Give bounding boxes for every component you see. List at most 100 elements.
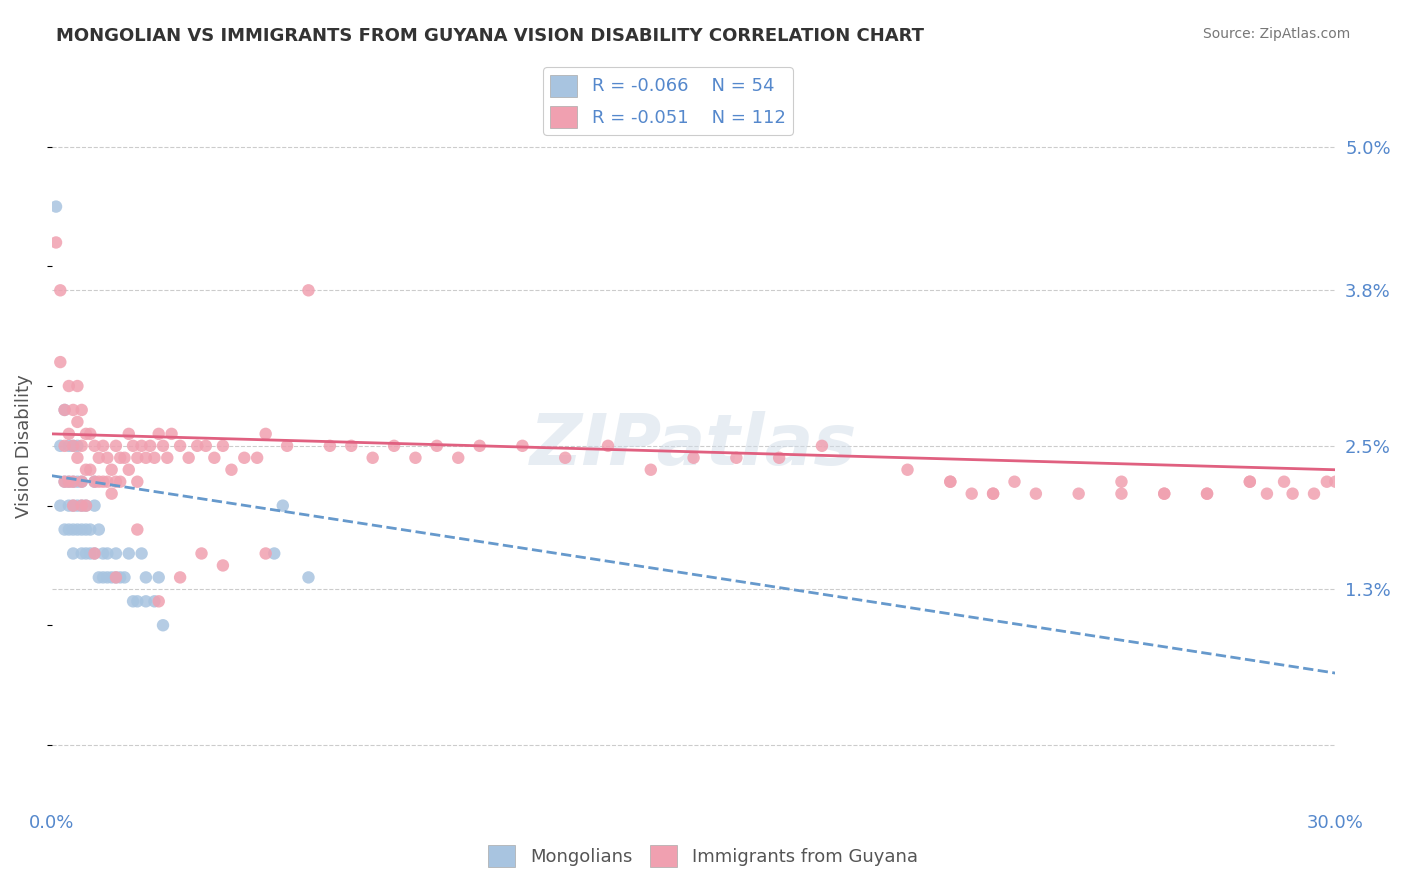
Point (1067, 486, 1090, 500)
Point (62, 439, 84, 453)
Point (254, 426, 277, 441)
Point (202, 450, 225, 465)
Point (554, 450, 576, 465)
Point (75, 546, 97, 560)
Point (811, 439, 834, 453)
Point (169, 570, 191, 584)
Point (1195, 486, 1218, 500)
Point (62, 403, 84, 417)
Point (169, 439, 191, 453)
Y-axis label: Vision Disability: Vision Disability (15, 374, 32, 517)
Point (212, 439, 235, 453)
Point (118, 463, 141, 477)
Point (160, 426, 183, 441)
Point (108, 450, 131, 465)
Point (148, 594, 170, 608)
Point (212, 558, 235, 573)
Point (246, 450, 269, 465)
Point (190, 546, 212, 560)
Point (66, 379, 89, 393)
Point (79, 426, 101, 441)
Point (135, 570, 157, 584)
Point (186, 439, 208, 453)
Point (66, 523, 89, 537)
Point (62, 523, 84, 537)
Point (1256, 486, 1278, 500)
Point (70, 499, 93, 513)
Point (382, 439, 405, 453)
Point (58, 426, 80, 441)
Point (91, 546, 114, 560)
Point (122, 594, 145, 608)
Point (62, 499, 84, 513)
Point (53, 403, 76, 417)
Point (58, 499, 80, 513)
Point (83, 475, 105, 489)
Point (148, 570, 170, 584)
Point (981, 486, 1004, 500)
Point (139, 439, 162, 453)
Point (194, 439, 217, 453)
Point (70, 403, 93, 417)
Point (96, 475, 118, 489)
Point (53, 475, 76, 489)
Text: MONGOLIAN VS IMMIGRANTS FROM GUYANA VISION DISABILITY CORRELATION CHART: MONGOLIAN VS IMMIGRANTS FROM GUYANA VISI… (56, 27, 924, 45)
Point (127, 450, 149, 465)
Point (58, 439, 80, 453)
Point (1153, 486, 1175, 500)
Point (725, 450, 748, 465)
Point (70, 475, 93, 489)
Point (96, 570, 118, 584)
Point (87, 450, 110, 465)
Text: Source: ZipAtlas.com: Source: ZipAtlas.com (1202, 27, 1350, 41)
Point (1239, 475, 1261, 489)
Point (768, 450, 790, 465)
Point (66, 499, 89, 513)
Point (83, 546, 105, 560)
Point (45, 235, 67, 250)
Point (1303, 486, 1326, 500)
Point (319, 439, 342, 453)
Point (127, 594, 149, 608)
Point (70, 439, 93, 453)
Point (49, 439, 72, 453)
Point (45, 200, 67, 214)
Point (83, 475, 105, 489)
Point (221, 463, 243, 477)
Point (75, 463, 97, 477)
Point (87, 523, 110, 537)
Point (682, 450, 704, 465)
Point (53, 439, 76, 453)
Point (127, 523, 149, 537)
Point (75, 426, 97, 441)
Point (981, 486, 1004, 500)
Point (361, 450, 384, 465)
Point (271, 499, 294, 513)
Point (49, 283, 72, 297)
Point (177, 450, 200, 465)
Point (104, 570, 127, 584)
Point (87, 475, 110, 489)
Point (1025, 486, 1047, 500)
Point (939, 475, 962, 489)
Point (152, 439, 174, 453)
Point (1281, 486, 1303, 500)
Point (152, 618, 174, 632)
Point (426, 439, 449, 453)
Point (66, 475, 89, 489)
Point (100, 570, 122, 584)
Point (148, 426, 170, 441)
Point (104, 475, 127, 489)
Point (143, 594, 166, 608)
Point (118, 426, 141, 441)
Point (135, 450, 157, 465)
Legend: R = -0.066    N = 54, R = -0.051    N = 112: R = -0.066 N = 54, R = -0.051 N = 112 (543, 67, 793, 135)
Point (122, 439, 145, 453)
Point (131, 439, 153, 453)
Point (49, 355, 72, 369)
Point (143, 450, 166, 465)
Point (131, 546, 153, 560)
Point (104, 570, 127, 584)
Point (75, 499, 97, 513)
Point (70, 523, 93, 537)
